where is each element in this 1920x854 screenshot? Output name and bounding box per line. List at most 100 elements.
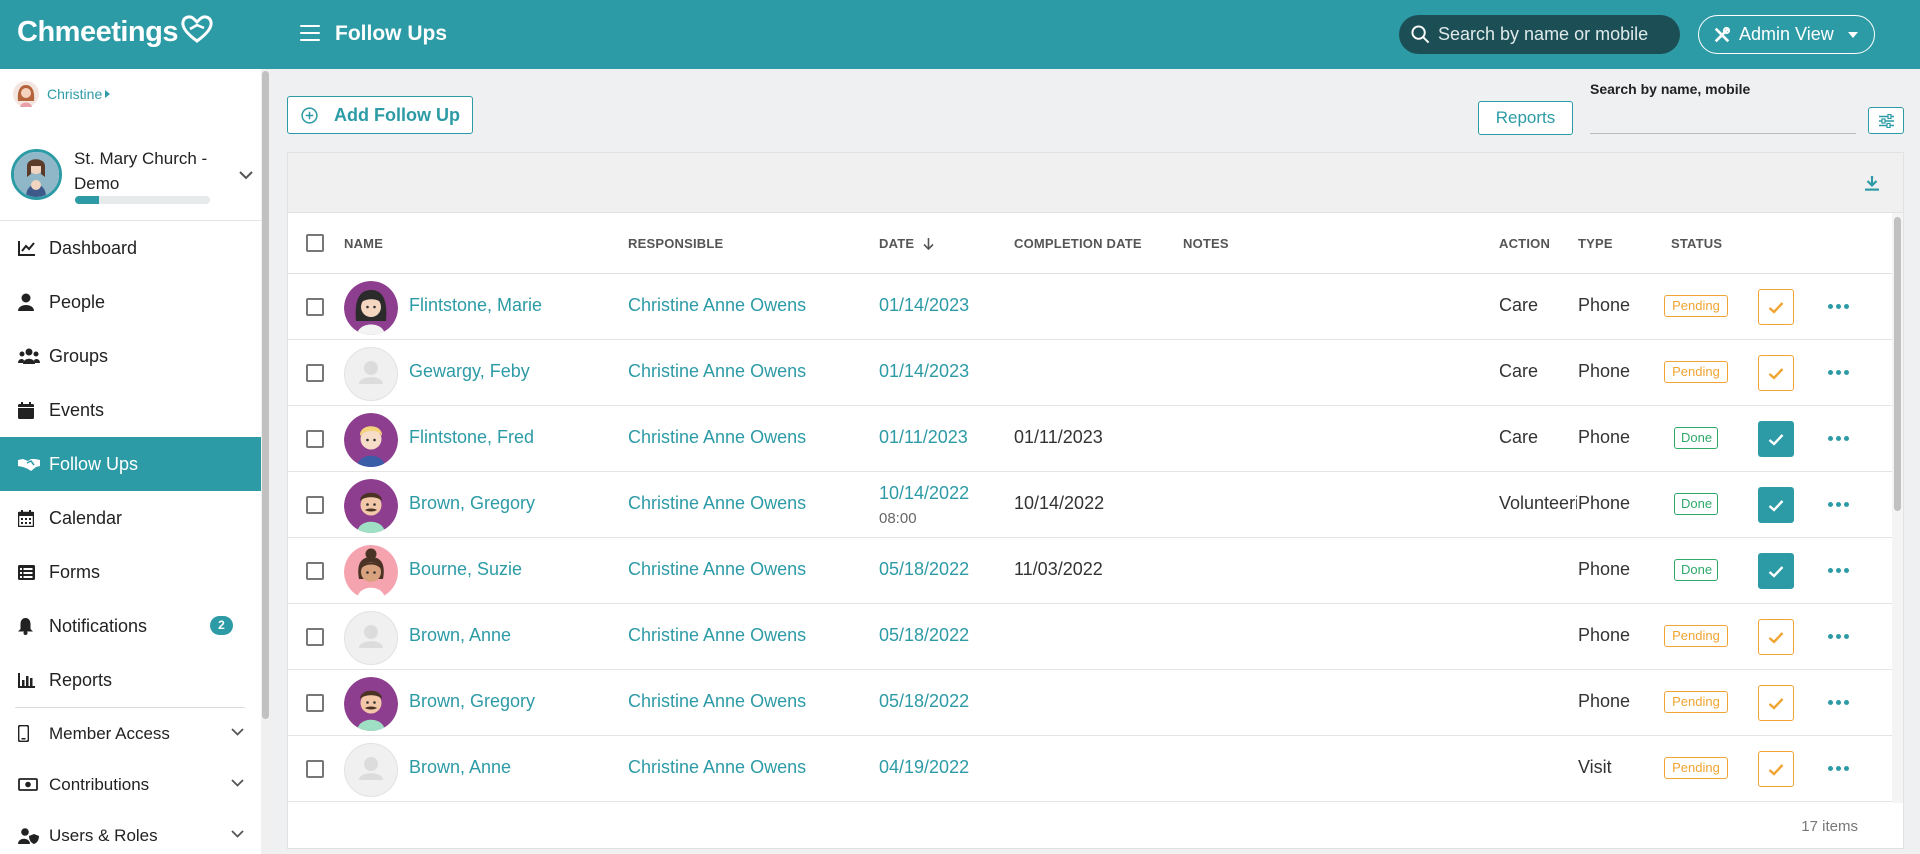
person-avatar[interactable] (344, 611, 398, 665)
more-options-icon[interactable] (1826, 298, 1851, 315)
row-checkbox[interactable] (306, 496, 324, 514)
person-avatar[interactable] (344, 281, 398, 335)
sidebar-scrollbar[interactable] (261, 69, 270, 854)
responsible-link[interactable]: Christine Anne Owens (628, 361, 807, 381)
sidebar-item-events[interactable]: Events (0, 383, 261, 437)
person-name-link[interactable]: Brown, Anne (409, 757, 512, 777)
mark-complete-button[interactable] (1758, 685, 1794, 721)
column-header-responsible[interactable]: RESPONSIBLE (628, 236, 724, 251)
add-follow-up-button[interactable]: Add Follow Up (287, 96, 473, 134)
sidebar-group-users-roles[interactable]: Users & Roles (0, 810, 261, 854)
person-avatar[interactable] (344, 743, 398, 797)
column-header-action[interactable]: ACTION (1499, 236, 1551, 251)
responsible-link[interactable]: Christine Anne Owens (628, 493, 807, 513)
church-selector[interactable]: St. Mary Church - Demo (11, 149, 256, 200)
global-search[interactable] (1399, 15, 1680, 54)
responsible-link[interactable]: Christine Anne Owens (628, 691, 807, 711)
more-options-icon[interactable] (1826, 760, 1851, 777)
follow-up-date-link[interactable]: 10/14/2022 (879, 483, 970, 503)
sidebar-item-label: Follow Ups (49, 453, 139, 474)
sidebar-item-forms[interactable]: Forms (0, 545, 261, 599)
more-options-icon[interactable] (1826, 562, 1851, 579)
mark-complete-button[interactable] (1758, 421, 1794, 457)
person-name-link[interactable]: Flintstone, Marie (409, 295, 543, 315)
column-header-name[interactable]: NAME (344, 236, 384, 251)
mark-complete-button[interactable] (1758, 355, 1794, 391)
more-options-icon[interactable] (1826, 694, 1851, 711)
responsible-link[interactable]: Christine Anne Owens (628, 559, 807, 579)
person-avatar[interactable] (344, 677, 398, 731)
more-options-icon[interactable] (1826, 628, 1851, 645)
reports-button[interactable]: Reports (1478, 101, 1573, 135)
sidebar-item-calendar[interactable]: Calendar (0, 491, 261, 545)
app-logo[interactable]: Chmeetings (17, 14, 214, 49)
column-header-completion-date[interactable]: COMPLETION DATE (1014, 236, 1142, 251)
more-options-icon[interactable] (1826, 430, 1851, 447)
sidebar-group-contributions[interactable]: Contributions (0, 759, 261, 810)
mark-complete-button[interactable] (1758, 751, 1794, 787)
select-all-checkbox[interactable] (306, 234, 324, 252)
column-header-notes[interactable]: NOTES (1183, 236, 1229, 251)
filter-button[interactable] (1868, 107, 1904, 134)
mark-complete-button[interactable] (1758, 619, 1794, 655)
more-options-icon[interactable] (1826, 364, 1851, 381)
follow-up-date-link[interactable]: 01/11/2023 (879, 427, 968, 447)
more-options-icon[interactable] (1826, 496, 1851, 513)
person-name-link[interactable]: Gewargy, Feby (409, 361, 530, 381)
person-name-link[interactable]: Brown, Gregory (409, 493, 536, 513)
table-row[interactable]: Brown, Anne Christine Anne Owens 04/19/202… (288, 736, 1892, 802)
responsible-link[interactable]: Christine Anne Owens (628, 625, 807, 645)
follow-up-date-link[interactable]: 01/14/2023 (879, 361, 970, 381)
person-name-link[interactable]: Flintstone, Fred (409, 427, 535, 447)
hamburger-menu-icon[interactable] (300, 25, 320, 43)
table-row[interactable]: Bourne, Suzie Christine Anne Owens 05/18/2… (288, 538, 1892, 604)
table-row[interactable]: Brown, Gregory Christine Anne Owens 05/18/… (288, 670, 1892, 736)
column-header-type[interactable]: TYPE (1578, 236, 1613, 251)
table-scrollbar[interactable] (1892, 213, 1903, 803)
sidebar-item-follow-ups[interactable]: Follow Ups (0, 437, 261, 491)
sidebar-group-member-access[interactable]: Member Access (0, 708, 261, 759)
table-row[interactable]: Brown, Gregory Christine Anne Owens 10/14/… (288, 472, 1892, 538)
table-row[interactable]: Flintstone, Marie Christine Anne Owens 01/… (288, 274, 1892, 340)
row-checkbox[interactable] (306, 364, 324, 382)
table-row[interactable]: Gewargy, Feby Christine Anne Owens 01/14/2… (288, 340, 1892, 406)
admin-view-dropdown[interactable]: Admin View (1698, 15, 1875, 54)
sidebar-item-groups[interactable]: Groups (0, 329, 261, 383)
download-icon[interactable] (1865, 175, 1879, 191)
person-name-link[interactable]: Bourne, Suzie (409, 559, 523, 579)
row-checkbox[interactable] (306, 628, 324, 646)
sidebar-item-reports[interactable]: Reports (0, 653, 261, 707)
follow-up-date-link[interactable]: 04/19/2022 (879, 757, 970, 777)
responsible-link[interactable]: Christine Anne Owens (628, 295, 807, 315)
person-name-link[interactable]: Brown, Anne (409, 625, 512, 645)
responsible-link[interactable]: Christine Anne Owens (628, 427, 807, 447)
row-checkbox[interactable] (306, 694, 324, 712)
follow-up-date-link[interactable]: 01/14/2023 (879, 295, 970, 315)
search-name-mobile-input[interactable] (1590, 104, 1856, 134)
person-avatar[interactable] (344, 479, 398, 533)
mark-complete-button[interactable] (1758, 487, 1794, 523)
table-row[interactable]: Brown, Anne Christine Anne Owens 05/18/202… (288, 604, 1892, 670)
follow-up-date-link[interactable]: 05/18/2022 (879, 559, 970, 579)
sidebar-item-dashboard[interactable]: Dashboard (0, 221, 261, 275)
row-checkbox[interactable] (306, 298, 324, 316)
row-checkbox[interactable] (306, 760, 324, 778)
person-avatar[interactable] (344, 413, 398, 467)
responsible-link[interactable]: Christine Anne Owens (628, 757, 807, 777)
mark-complete-button[interactable] (1758, 289, 1794, 325)
table-row[interactable]: Flintstone, Fred Christine Anne Owens 01/1… (288, 406, 1892, 472)
user-menu[interactable]: Christine (13, 81, 111, 107)
follow-up-date-link[interactable]: 05/18/2022 (879, 625, 970, 645)
column-header-status[interactable]: STATUS (1671, 236, 1723, 251)
person-avatar[interactable] (344, 545, 398, 599)
sidebar-item-people[interactable]: People (0, 275, 261, 329)
row-checkbox[interactable] (306, 562, 324, 580)
mark-complete-button[interactable] (1758, 553, 1794, 589)
row-checkbox[interactable] (306, 430, 324, 448)
column-header-date[interactable]: DATE (879, 236, 934, 251)
sidebar-item-notifications[interactable]: Notifications 2 (0, 599, 261, 653)
global-search-input[interactable] (1438, 24, 1668, 45)
person-name-link[interactable]: Brown, Gregory (409, 691, 536, 711)
person-avatar[interactable] (344, 347, 398, 401)
follow-up-date-link[interactable]: 05/18/2022 (879, 691, 970, 711)
